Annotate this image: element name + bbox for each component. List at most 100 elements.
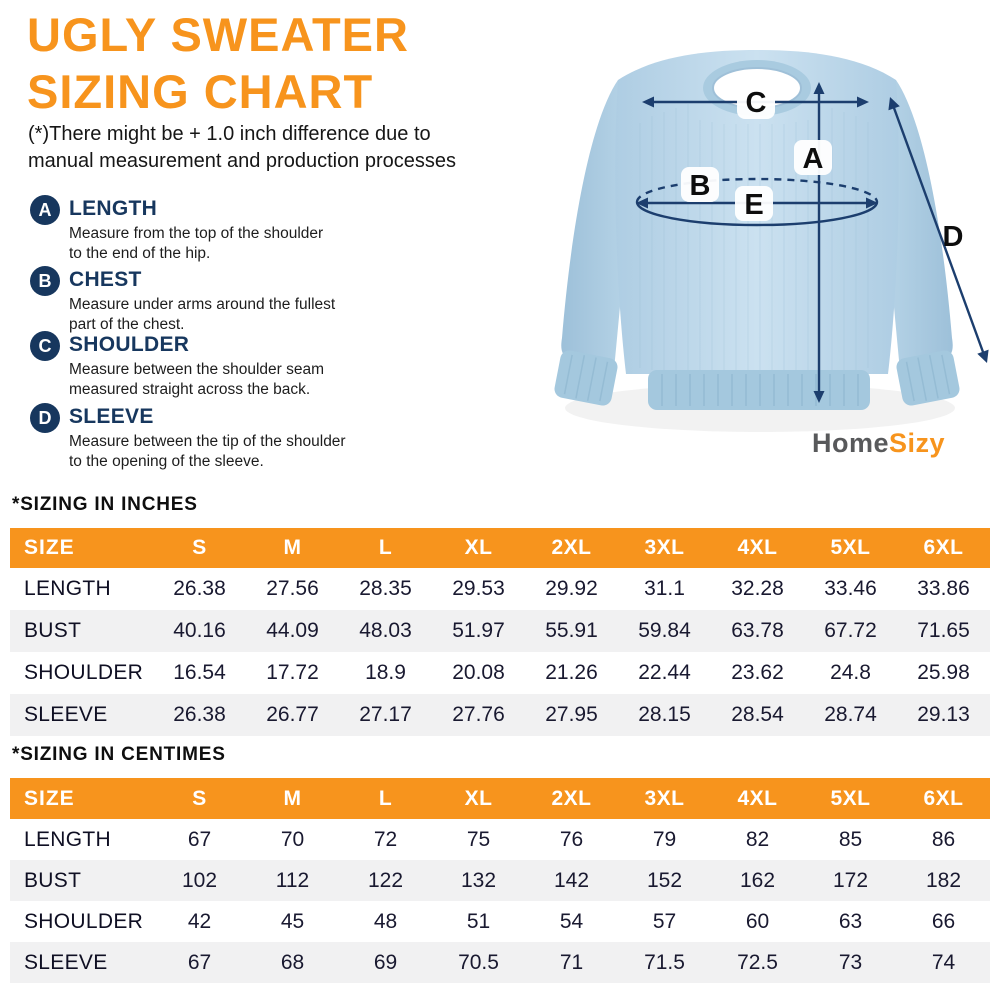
chest-ellipse-b [635, 177, 879, 227]
size-value-cell: 69 [373, 950, 398, 974]
logo-sizy: Sizy [889, 428, 946, 458]
size-value-cell: 63.78 [731, 619, 784, 642]
row-label-bust: BUST [24, 619, 82, 642]
size-value-cell: 23.62 [731, 661, 784, 684]
size-value-cell: 72 [373, 827, 398, 851]
size-value-cell: 152 [646, 868, 683, 892]
size-value-cell: 28.35 [359, 577, 412, 600]
measurement-labels: C A B E D [681, 84, 963, 253]
inches-row-sleeve: SLEEVE 26.38 26.77 27.17 27.76 27.95 28.15 28.5… [10, 694, 990, 736]
column-header: 4XL [737, 786, 778, 810]
column-header: S [192, 786, 207, 810]
inches-row-bust: BUST 40.16 44.09 48.03 51.97 55.91 59.84 63.78 6… [10, 610, 990, 652]
size-value-cell: 182 [925, 868, 962, 892]
legend-desc-shoulder: Measure between the shoulder seam measur… [69, 361, 325, 398]
size-value-cell: 66 [931, 909, 956, 933]
size-value-cell: 55.91 [545, 619, 598, 642]
size-value-cell: 27.76 [452, 703, 505, 726]
size-value-cell: 31.1 [644, 577, 685, 600]
centimeters-row-length: LENGTH 67 70 72 75 76 79 82 85 86 [10, 819, 990, 860]
size-value-cell: 32.28 [731, 577, 784, 600]
size-value-cell: 25.98 [917, 661, 970, 684]
label-a: A [803, 143, 824, 175]
column-header: 4XL [737, 536, 778, 559]
size-value-cell: 24.8 [830, 661, 871, 684]
inches-section: *SIZING IN INCHES SIZE S M L XL 2XL 3XL 4XL 5XL 6… [10, 494, 990, 736]
size-value-cell: 40.16 [173, 619, 226, 642]
legend-title-shoulder: SHOULDER [69, 333, 190, 356]
row-label-shoulder: SHOULDER [24, 909, 144, 933]
column-header: SIZE [24, 536, 75, 559]
inches-row-length: LENGTH 26.38 27.56 28.35 29.53 29.92 31.1 32.28… [10, 568, 990, 610]
size-value-cell: 33.46 [824, 577, 877, 600]
centimeters-section: *SIZING IN CENTIMES SIZE S M L XL 2XL 3XL 4XL 5X… [10, 744, 990, 983]
centimeters-row-sleeve: SLEEVE 67 68 69 70.5 71 71.5 72.5 73 74 [10, 942, 990, 983]
row-label-shoulder: SHOULDER [24, 661, 144, 684]
size-value-cell: 42 [187, 909, 212, 933]
disclaimer-text: (*)There might be + 1.0 inch difference … [28, 123, 457, 172]
homesizy-logo: HomeSizy [812, 428, 945, 459]
column-header: M [283, 536, 302, 559]
size-value-cell: 48 [373, 909, 398, 933]
row-label-length: LENGTH [24, 577, 111, 600]
row-label-bust: BUST [24, 868, 82, 892]
size-value-cell: 48.03 [359, 619, 412, 642]
size-value-cell: 51.97 [452, 619, 505, 642]
size-value-cell: 142 [553, 868, 590, 892]
centimeters-row-bust: BUST 102 112 122 132 142 152 162 172 182 [10, 860, 990, 901]
column-header: L [378, 786, 393, 810]
size-value-cell: 67.72 [824, 619, 877, 642]
size-value-cell: 75 [466, 827, 491, 851]
size-value-cell: 70 [280, 827, 305, 851]
row-label-length: LENGTH [24, 827, 111, 851]
size-value-cell: 16.54 [173, 661, 226, 684]
column-header: SIZE [24, 786, 75, 810]
page-title: UGLY SWEATER SIZING CHART [27, 6, 409, 120]
size-value-cell: 59.84 [638, 619, 691, 642]
row-label-sleeve: SLEEVE [24, 950, 108, 974]
sweater-left-cuff [554, 350, 618, 406]
legend-badge-d: D [30, 403, 60, 433]
logo-home: Home [812, 428, 890, 458]
size-value-cell: 122 [367, 868, 404, 892]
size-value-cell: 29.92 [545, 577, 598, 600]
size-value-cell: 76 [559, 827, 584, 851]
arrow-sleeve-d [888, 97, 989, 363]
size-value-cell: 132 [460, 868, 497, 892]
legend-desc-length: Measure from the top of the shoulder to … [69, 225, 324, 262]
size-value-cell: 54 [559, 909, 584, 933]
size-value-cell: 51 [466, 909, 491, 933]
size-value-cell: 26.77 [266, 703, 319, 726]
size-value-cell: 22.44 [638, 661, 691, 684]
inches-section-heading: *SIZING IN INCHES [12, 494, 198, 515]
label-c: C [746, 87, 767, 119]
inches-row-shoulder: SHOULDER 16.54 17.72 18.9 20.08 21.26 22.44 23.… [10, 652, 990, 694]
size-value-cell: 28.15 [638, 703, 691, 726]
label-e: E [744, 189, 763, 221]
size-value-cell: 82 [745, 827, 770, 851]
size-value-cell: 21.26 [545, 661, 598, 684]
size-value-cell: 74 [931, 950, 956, 974]
size-value-cell: 29.53 [452, 577, 505, 600]
size-value-cell: 33.86 [917, 577, 970, 600]
size-value-cell: 28.74 [824, 703, 877, 726]
column-header: M [283, 786, 302, 810]
legend-title-chest: CHEST [69, 268, 142, 291]
size-value-cell: 71 [559, 950, 584, 974]
label-d: D [943, 221, 964, 253]
legend-desc-chest: Measure under arms around the fullest pa… [69, 296, 336, 333]
centimeters-section-heading: *SIZING IN CENTIMES [12, 744, 226, 765]
size-value-cell: 20.08 [452, 661, 505, 684]
size-value-cell: 44.09 [266, 619, 319, 642]
column-header: L [378, 536, 393, 559]
size-value-cell: 45 [280, 909, 305, 933]
size-value-cell: 79 [652, 827, 677, 851]
size-value-cell: 26.38 [173, 577, 226, 600]
size-value-cell: 27.17 [359, 703, 412, 726]
column-header: 6XL [923, 536, 964, 559]
column-header: 5XL [830, 786, 871, 810]
size-value-cell: 29.13 [917, 703, 970, 726]
label-b: B [690, 170, 711, 202]
column-header: XL [464, 786, 493, 810]
sweater-hem [648, 370, 870, 410]
